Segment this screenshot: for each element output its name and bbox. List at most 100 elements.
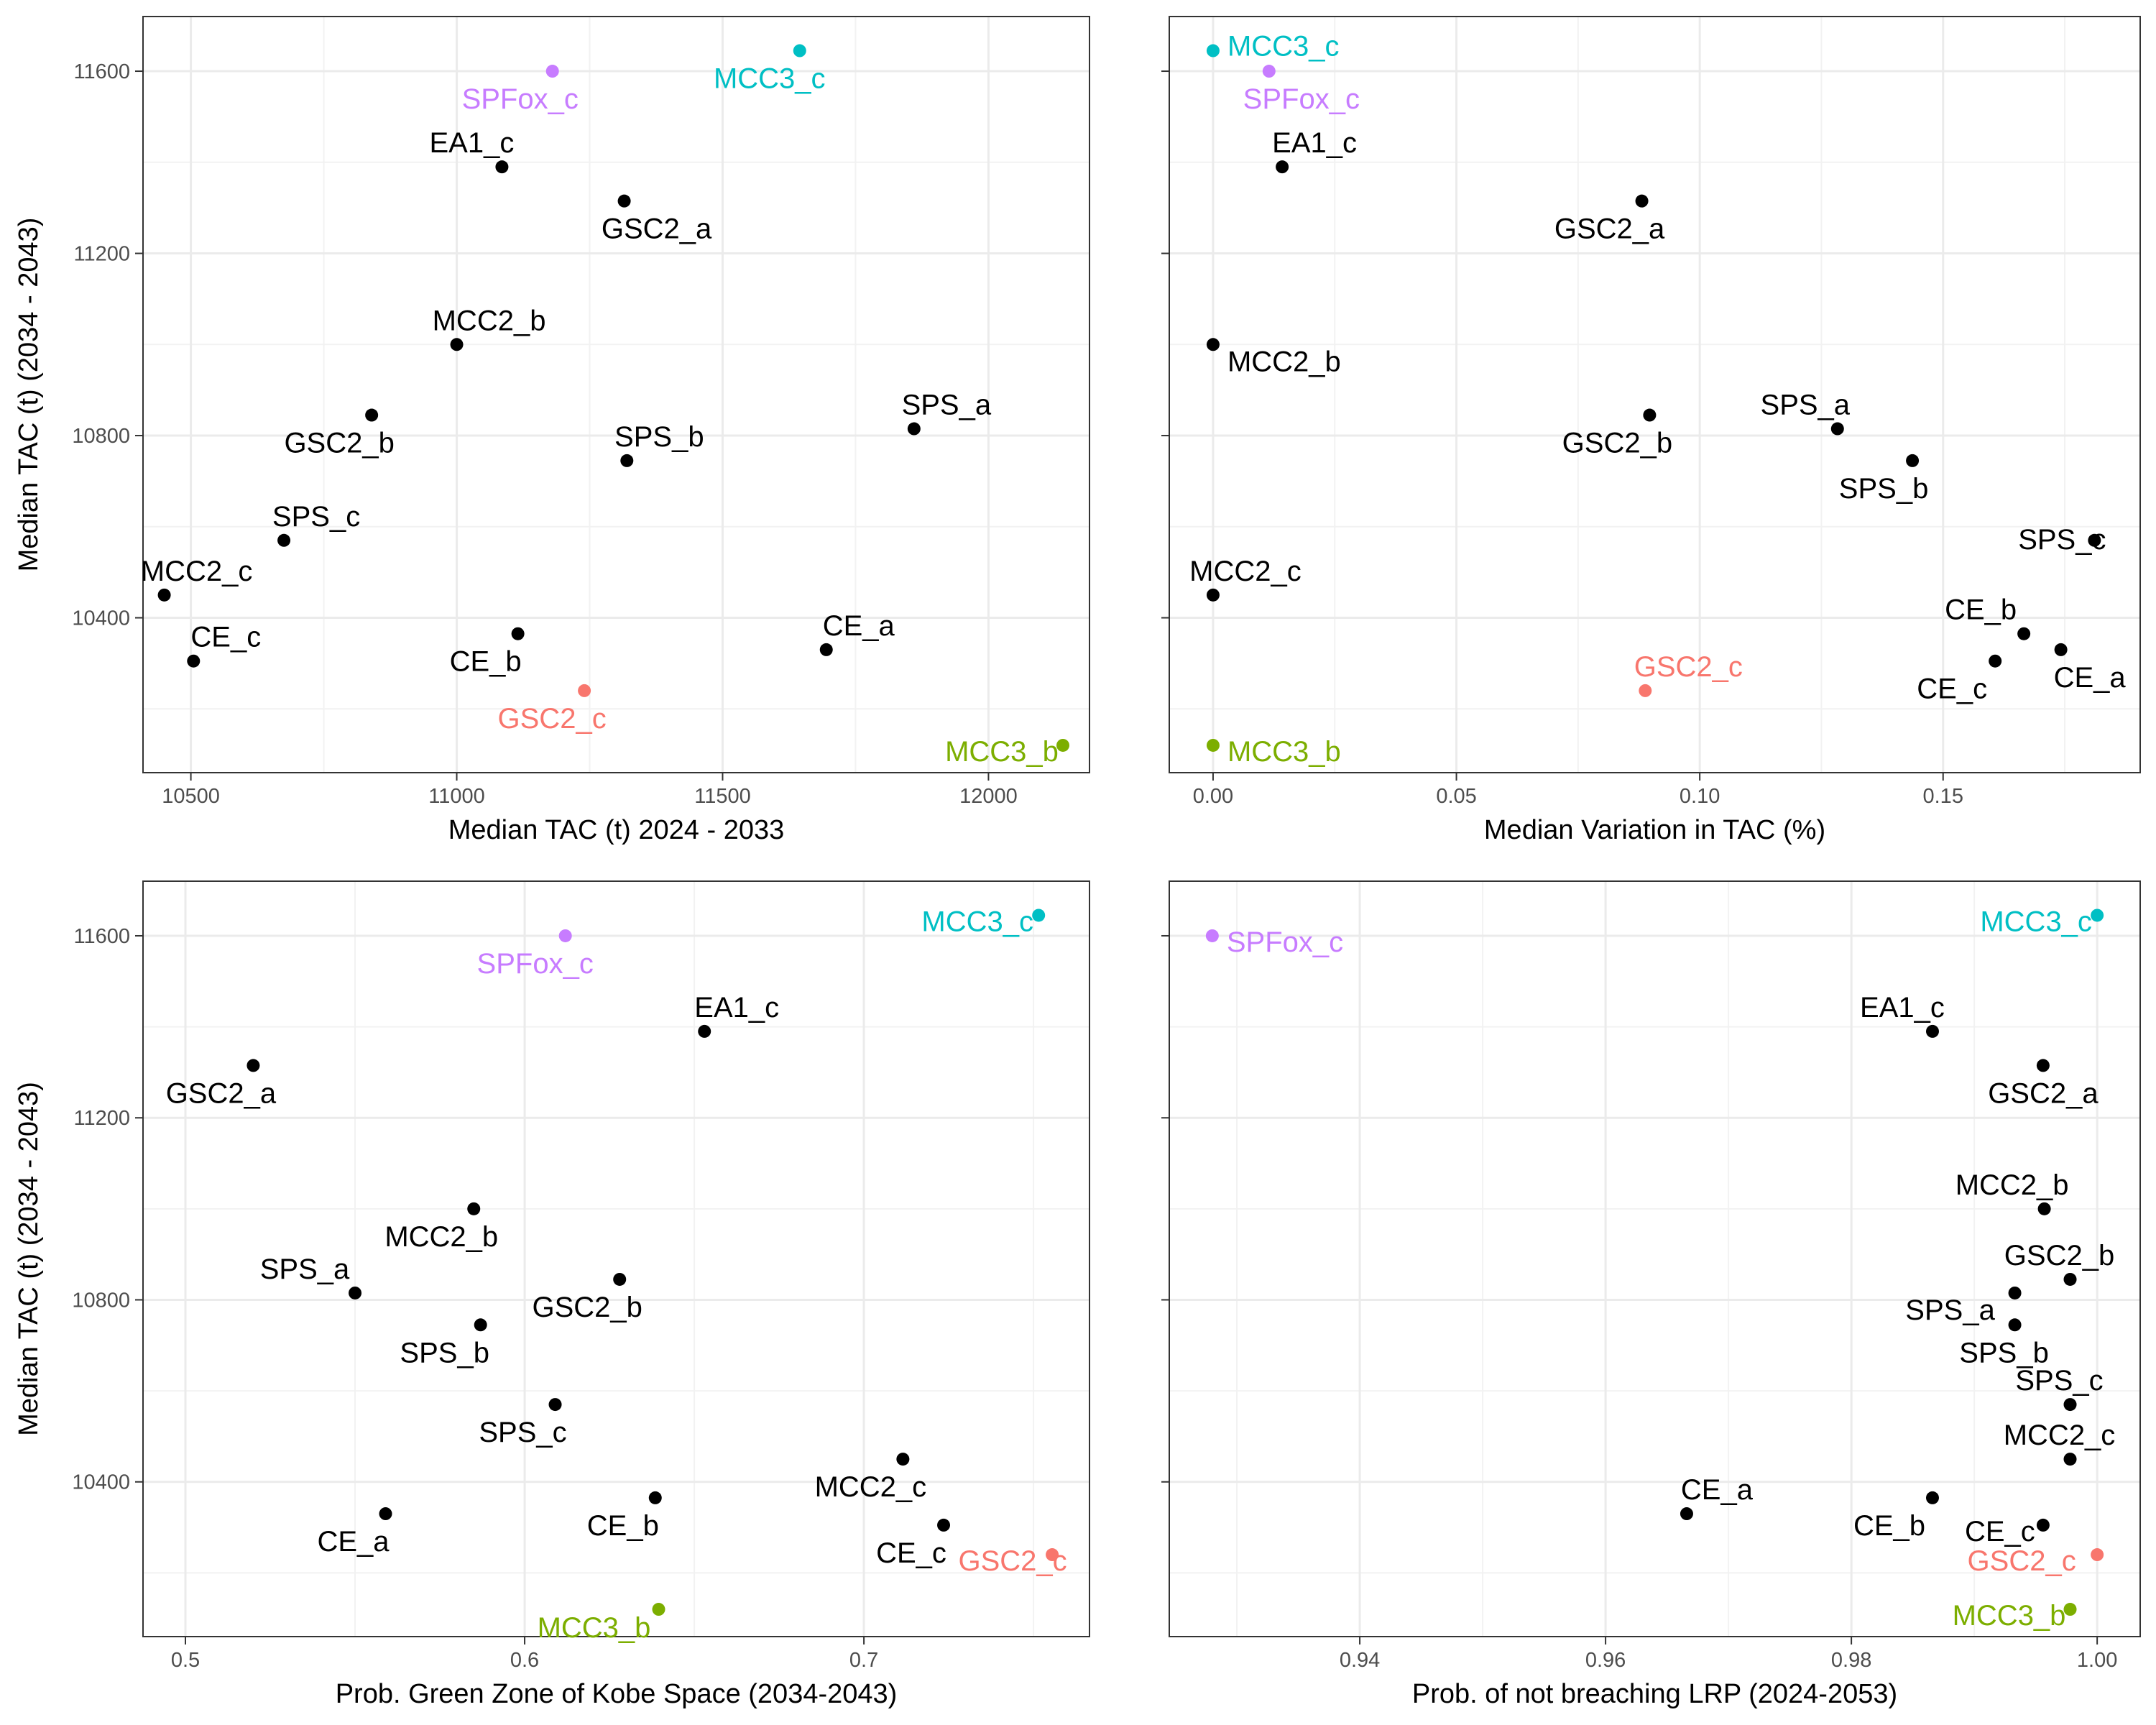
point-gsc2-b: GSC2_b (1562, 408, 1672, 459)
point-spfox-c: SPFox_c (1243, 65, 1360, 115)
y-tick-label: 11200 (74, 1107, 131, 1130)
plot-background (143, 17, 1089, 773)
point-spfox-c: SPFox_c (462, 65, 579, 115)
point-label: MCC2_b (433, 305, 546, 336)
point-label: SPS_a (902, 390, 992, 421)
point-label: GSC2_b (533, 1292, 642, 1323)
data-point (1206, 588, 1220, 602)
point-label: CE_a (317, 1526, 390, 1558)
data-point (937, 1518, 951, 1532)
point-label: SPFox_c (462, 83, 579, 115)
x-tick-label: 11500 (694, 785, 751, 808)
y-tick-label: 10800 (72, 425, 130, 448)
data-point (1643, 408, 1657, 422)
point-sps-a: SPS_a (260, 1254, 362, 1300)
point-label: MCC2_b (384, 1221, 498, 1253)
data-point (1925, 1491, 1939, 1504)
point-ce-a: CE_a (1680, 1474, 1754, 1521)
data-point (545, 65, 559, 78)
point-ce-c: CE_c (1965, 1516, 2050, 1547)
x-tick-label: 0.94 (1340, 1649, 1380, 1672)
point-label: GSC2_b (2004, 1240, 2114, 1271)
point-mcc2-c: MCC2_c (815, 1453, 927, 1503)
data-point (2036, 1059, 2050, 1072)
data-point (187, 654, 201, 668)
point-label: MCC2_c (1189, 556, 1302, 587)
data-point (1205, 929, 1219, 942)
point-label: GSC2_a (602, 213, 712, 245)
point-label: SPS_a (260, 1254, 350, 1285)
point-gsc2-a: GSC2_a (1988, 1059, 2099, 1109)
point-gsc2-c: GSC2_c (1968, 1545, 2104, 1577)
plot-background (143, 881, 1089, 1637)
data-point (1056, 738, 1070, 752)
panel-border (142, 16, 1090, 773)
point-label: GSC2_c (498, 703, 607, 735)
point-mcc2-b: MCC2_b (384, 1202, 498, 1253)
data-point (1046, 1548, 1059, 1562)
x-tick-label: 0.98 (1831, 1649, 1871, 1672)
point-ea1-c: EA1_c (694, 992, 779, 1038)
point-label: SPS_b (614, 421, 704, 453)
data-point (495, 160, 509, 174)
point-label: MCC2_c (815, 1471, 927, 1503)
point-label: SPFox_c (1227, 926, 1343, 958)
point-spfox-c: SPFox_c (477, 929, 594, 980)
point-label: CE_a (1681, 1474, 1754, 1506)
data-point (2008, 1286, 2022, 1300)
point-gsc2-a: GSC2_a (166, 1059, 277, 1109)
chart-panel-2: 0.00 0.05 0.10 0.15 Median Variation in TAC … (1161, 16, 2141, 845)
data-point (365, 408, 379, 422)
data-point (2091, 908, 2104, 922)
point-ce-c: CE_c (187, 622, 261, 668)
x-axis-title: Prob. of not breaching LRP (2024-2053) (1412, 1679, 1897, 1709)
data-point (1206, 338, 1220, 351)
point-label: CE_c (1917, 673, 1987, 705)
point-label: MCC3_c (1980, 906, 2092, 937)
y-tick-label: 10800 (72, 1289, 130, 1312)
point-gsc2-b: GSC2_b (533, 1272, 642, 1323)
point-mcc2-c: MCC2_c (141, 556, 252, 602)
y-axis-title: Median TAC (t) (2034 - 2043) (14, 218, 44, 572)
point-ea1-c: EA1_c (1272, 127, 1357, 174)
x-axis-title: Median TAC (t) 2024 - 2033 (448, 815, 785, 845)
point-gsc2-c: GSC2_c (1634, 651, 1743, 697)
data-point (652, 1603, 665, 1616)
point-mcc3-b: MCC3_b (1206, 736, 1341, 768)
data-point (1830, 422, 1844, 436)
x-tick-label: 10500 (162, 785, 220, 808)
point-label: CE_c (190, 622, 261, 653)
data-point (896, 1453, 910, 1466)
data-point (1906, 454, 1920, 467)
point-sps-c: SPS_c (272, 501, 360, 547)
point-label: SPS_c (479, 1417, 566, 1448)
point-label: MCC3_c (1227, 31, 1340, 63)
point-ce-c: CE_c (1917, 654, 2002, 705)
point-label: MCC3_b (1953, 1600, 2066, 1632)
point-label: SPFox_c (477, 948, 594, 980)
point-ce-a: CE_a (819, 610, 895, 656)
data-point (907, 422, 921, 436)
point-label: SPS_b (1839, 473, 1929, 505)
point-label: GSC2_a (166, 1077, 277, 1109)
point-label: GSC2_c (958, 1545, 1067, 1577)
point-gsc2-b: GSC2_b (284, 408, 395, 459)
data-point (620, 454, 634, 467)
point-label: GSC2_c (1968, 1545, 2076, 1577)
point-sps-b: SPS_b (400, 1318, 489, 1368)
point-label: SPS_a (1761, 390, 1851, 421)
point-sps-c: SPS_c (479, 1398, 567, 1448)
data-point (1262, 65, 1276, 78)
data-point (2091, 1548, 2104, 1562)
x-tick-label: 0.15 (1923, 785, 1963, 808)
point-mcc3-b: MCC3_b (945, 736, 1070, 768)
data-point (157, 588, 171, 602)
point-mcc3-c: MCC3_c (1980, 906, 2104, 937)
point-label: GSC2_b (1562, 428, 1672, 459)
y-tick-label: 10400 (72, 607, 130, 630)
point-label: MCC3_c (714, 63, 826, 95)
data-point (2063, 1453, 2077, 1466)
data-point (1276, 160, 1289, 174)
point-gsc2-c: GSC2_c (958, 1545, 1067, 1577)
